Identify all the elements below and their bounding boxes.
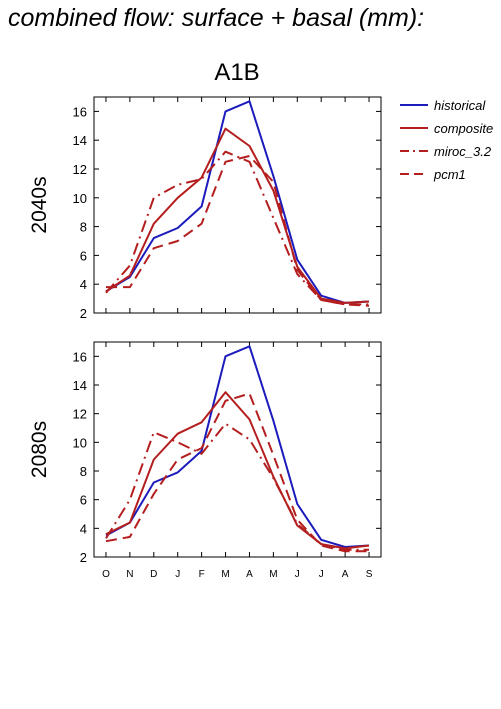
legend-label: pcm1: [433, 167, 466, 182]
y-tick-label: 4: [80, 277, 87, 292]
y-tick-label: 8: [80, 464, 87, 479]
series-line-historical: [105, 100, 370, 304]
panel-2080s: 2 4 6 8 10 12 14 16 O N D J F M A M J J A S 2080s: [28, 341, 382, 580]
series-line-historical: [105, 345, 370, 548]
x-tick-label: O: [102, 569, 110, 580]
y-tick-label: 4: [80, 521, 87, 536]
series-line-pcm1: [105, 392, 369, 553]
x-tick-label: M: [269, 569, 277, 580]
y-tick-label: 12: [73, 407, 87, 422]
y-tick-label: 8: [80, 220, 87, 235]
series-line-miroc-3-2: [105, 422, 369, 551]
x-tick-label: J: [295, 569, 300, 580]
page-title: combined flow: surface + basal (mm):: [8, 4, 425, 32]
series-line-miroc-3-2: [105, 150, 369, 306]
series-line-pcm1: [106, 155, 370, 307]
series-line-composite: [105, 391, 370, 550]
x-tick-label: S: [366, 569, 373, 580]
panel-2040s: 2 4 6 8 10 12 14 16 2040s: [28, 96, 382, 321]
panels: 2 4 6 8 10 12 14 16 2040s 2 4 6 8 10 12 14 16 O N D J F M A M J J A…: [28, 96, 382, 580]
x-tick-label: A: [246, 569, 253, 580]
x-tick-label: M: [221, 569, 229, 580]
plot-frame: [93, 96, 382, 314]
legend-label: historical: [434, 98, 486, 113]
x-tick-label: A: [342, 569, 349, 580]
y-tick-label: 16: [73, 349, 87, 364]
y-tick-label: 12: [73, 162, 87, 177]
y-tick-label: 6: [80, 493, 87, 508]
y-tick-label: 10: [73, 435, 87, 450]
x-tick-label: D: [150, 569, 157, 580]
y-tick-label: 2: [80, 550, 87, 565]
x-tick-label: J: [175, 569, 180, 580]
x-tick-label: J: [319, 569, 324, 580]
series-line-composite: [105, 127, 370, 304]
y-tick-label: 2: [80, 306, 87, 321]
y-tick-label: 6: [80, 248, 87, 263]
panel-label: 2040s: [28, 176, 51, 233]
y-tick-label: 16: [73, 104, 87, 119]
x-tick-label: N: [126, 569, 133, 580]
plot-frame: [93, 341, 382, 558]
y-tick-label: 10: [73, 191, 87, 206]
legend-label: composite: [434, 121, 493, 136]
y-tick-label: 14: [73, 378, 87, 393]
y-tick-label: 14: [73, 133, 87, 148]
panel-label: 2080s: [28, 421, 51, 478]
scenario-title: A1B: [214, 59, 259, 86]
legend-label: miroc_3.2: [434, 144, 492, 159]
legend: historical composite miroc_3.2 pcm1: [400, 98, 493, 182]
x-tick-label: F: [199, 569, 205, 580]
